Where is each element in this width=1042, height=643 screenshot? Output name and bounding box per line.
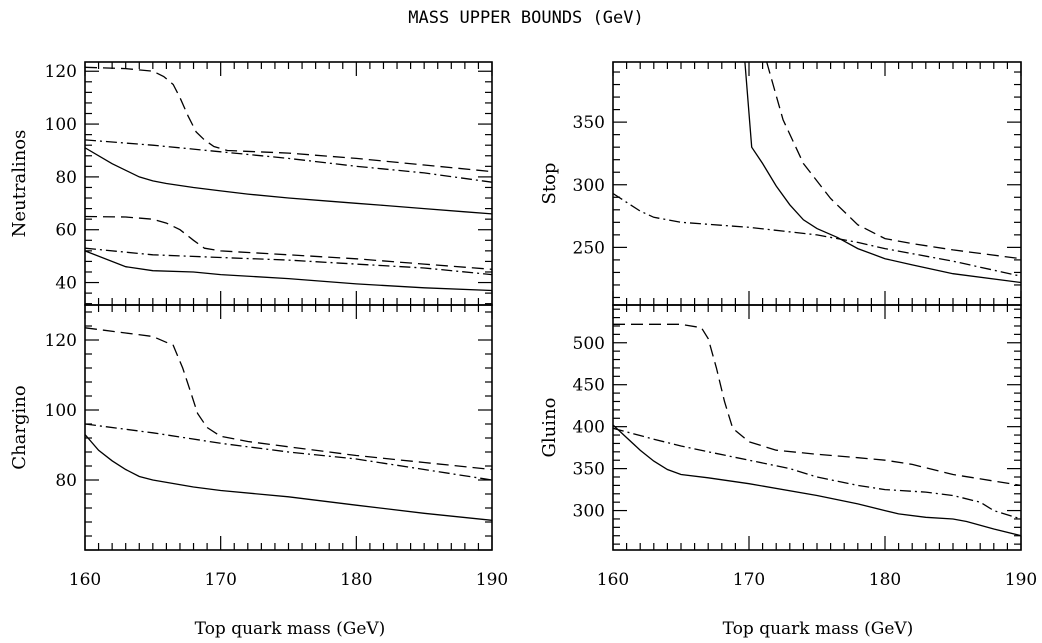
y-tick-label: 120 <box>45 62 77 82</box>
panel-neutralinos: 40 60 80 100 120 Neutralinos <box>9 61 493 306</box>
y-axis-label: Stop <box>539 163 560 205</box>
series-line-dashdot <box>85 423 492 481</box>
x-tick-label: 170 <box>733 570 765 590</box>
x-axis-label-left: Top quark mass (GeV) <box>195 619 386 639</box>
y-tick-label: 300 <box>573 502 605 522</box>
series-line-dashed <box>85 215 492 270</box>
panel-gluino: 160 170 180 190 300 350 400 450 500 Gluino <box>539 304 1037 590</box>
series-line-dashed <box>766 62 1021 260</box>
series-line-solid <box>85 147 492 215</box>
x-tick-label: 170 <box>204 570 236 590</box>
series-group <box>613 62 1021 284</box>
series-line-solid <box>85 434 492 521</box>
figure-title: MASS UPPER BOUNDS (GeV) <box>408 8 643 28</box>
y-tick-label: 100 <box>45 401 77 421</box>
y-axis-label: Gluino <box>539 398 560 458</box>
series-line-dashed <box>613 323 1021 487</box>
series-line-dashed <box>85 327 492 471</box>
x-tick-label: 190 <box>1005 570 1037 590</box>
y-tick-label: 250 <box>573 238 605 258</box>
x-tick-label: 160 <box>69 570 101 590</box>
x-tick-label: 190 <box>476 570 508 590</box>
panel-chargino: 160 170 180 190 80 100 120 Chargino <box>9 304 508 590</box>
y-axis-label: Chargino <box>9 385 30 469</box>
y-tick-label: 60 <box>55 221 77 241</box>
plot-frame <box>84 304 493 551</box>
panel-stop: 250 300 350 Stop <box>539 61 1022 306</box>
series-line-solid <box>613 424 1021 537</box>
x-axis-label-right: Top quark mass (GeV) <box>723 619 914 639</box>
y-tick-label: 350 <box>573 113 605 133</box>
y-tick-label: 80 <box>55 471 77 491</box>
series-line-dashdot <box>613 192 1021 277</box>
chart-panels: 40 60 80 100 120 Neutralinos 160 170 180 190 80 100… <box>9 61 1037 590</box>
y-tick-label: 500 <box>573 334 605 354</box>
y-tick-label: 400 <box>573 418 605 438</box>
series-group <box>85 66 492 292</box>
series-line-dashdot <box>85 139 492 183</box>
y-tick-label: 40 <box>55 274 77 294</box>
series-line-dashed <box>85 66 492 173</box>
x-tick-label: 160 <box>597 570 629 590</box>
plot-frame <box>612 61 1022 306</box>
series-group <box>613 323 1021 537</box>
y-tick-label: 300 <box>573 176 605 196</box>
plot-frame <box>612 304 1022 551</box>
series-group <box>85 327 492 521</box>
series-line-solid <box>85 250 492 292</box>
y-tick-label: 350 <box>573 460 605 480</box>
series-line-dashdot <box>613 427 1021 520</box>
y-tick-label: 100 <box>45 115 77 135</box>
x-tick-label: 180 <box>869 570 901 590</box>
y-axis-label: Neutralinos <box>9 130 30 238</box>
y-tick-label: 120 <box>45 331 77 351</box>
y-tick-label: 450 <box>573 376 605 396</box>
x-tick-label: 180 <box>340 570 372 590</box>
series-line-solid <box>744 62 1021 284</box>
y-tick-label: 80 <box>55 168 77 188</box>
series-line-dashdot <box>85 247 492 276</box>
